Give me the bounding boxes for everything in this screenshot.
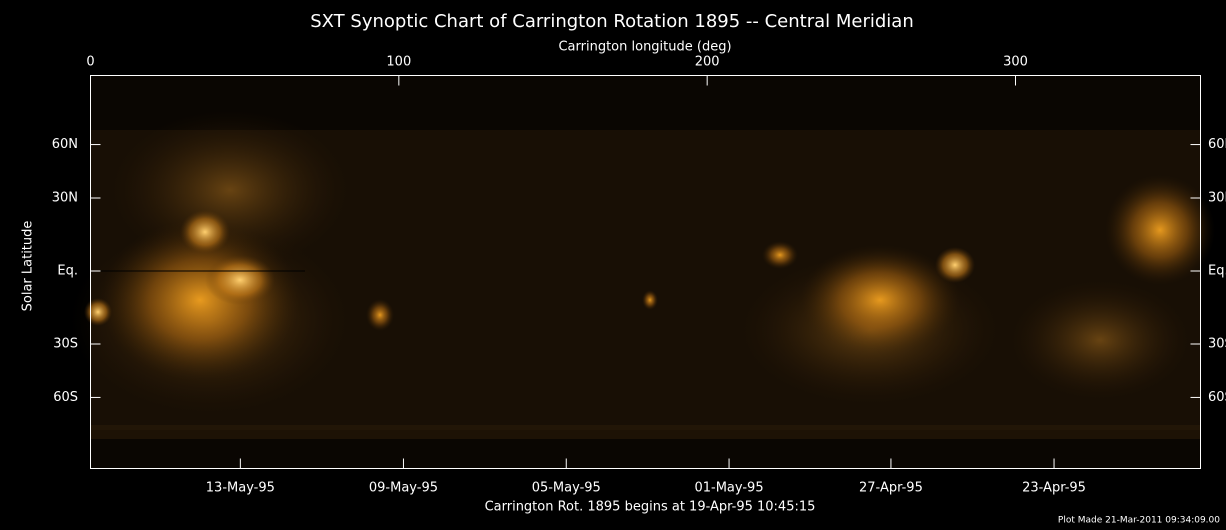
- y-tick-label: Eq.: [57, 264, 78, 279]
- synoptic-image: [70, 75, 1215, 468]
- y-tick-label: 30S: [53, 337, 78, 352]
- y-tick-label: 60S: [53, 390, 78, 405]
- y-axis-label: Solar Latitude: [21, 221, 36, 312]
- x2-tick-label: 23-Apr-95: [1022, 481, 1086, 496]
- y-tick-label-right: 30N: [1208, 191, 1226, 206]
- x-tick-label: 100: [386, 55, 411, 70]
- y-tick-label-right: 30S: [1208, 337, 1226, 352]
- x2-tick-label: 09-May-95: [369, 481, 438, 496]
- y-tick-label-right: 60N: [1208, 137, 1226, 152]
- x-axis-label: Carrington longitude (deg): [558, 40, 731, 55]
- x2-tick-label: 05-May-95: [532, 481, 601, 496]
- x2-axis-label: Carrington Rot. 1895 begins at 19-Apr-95…: [485, 500, 816, 515]
- x2-tick-label: 01-May-95: [694, 481, 763, 496]
- y-tick-label: 30N: [52, 191, 78, 206]
- y-tick-label-right: 60S: [1208, 390, 1226, 405]
- chart-title: SXT Synoptic Chart of Carrington Rotatio…: [310, 11, 914, 32]
- y-tick-label-right: Eq.: [1208, 264, 1226, 279]
- x2-tick-label: 27-Apr-95: [859, 481, 923, 496]
- x-tick-label: 300: [1003, 55, 1028, 70]
- y-tick-label: 60N: [52, 137, 78, 152]
- plot-frame: [90, 75, 1201, 469]
- x2-tick-label: 13-May-95: [206, 481, 275, 496]
- x-tick-label: 200: [695, 55, 720, 70]
- footer: Plot Made 21-Mar-2011 09:34:09.00: [1058, 516, 1220, 526]
- x-tick-label: 0: [86, 55, 94, 70]
